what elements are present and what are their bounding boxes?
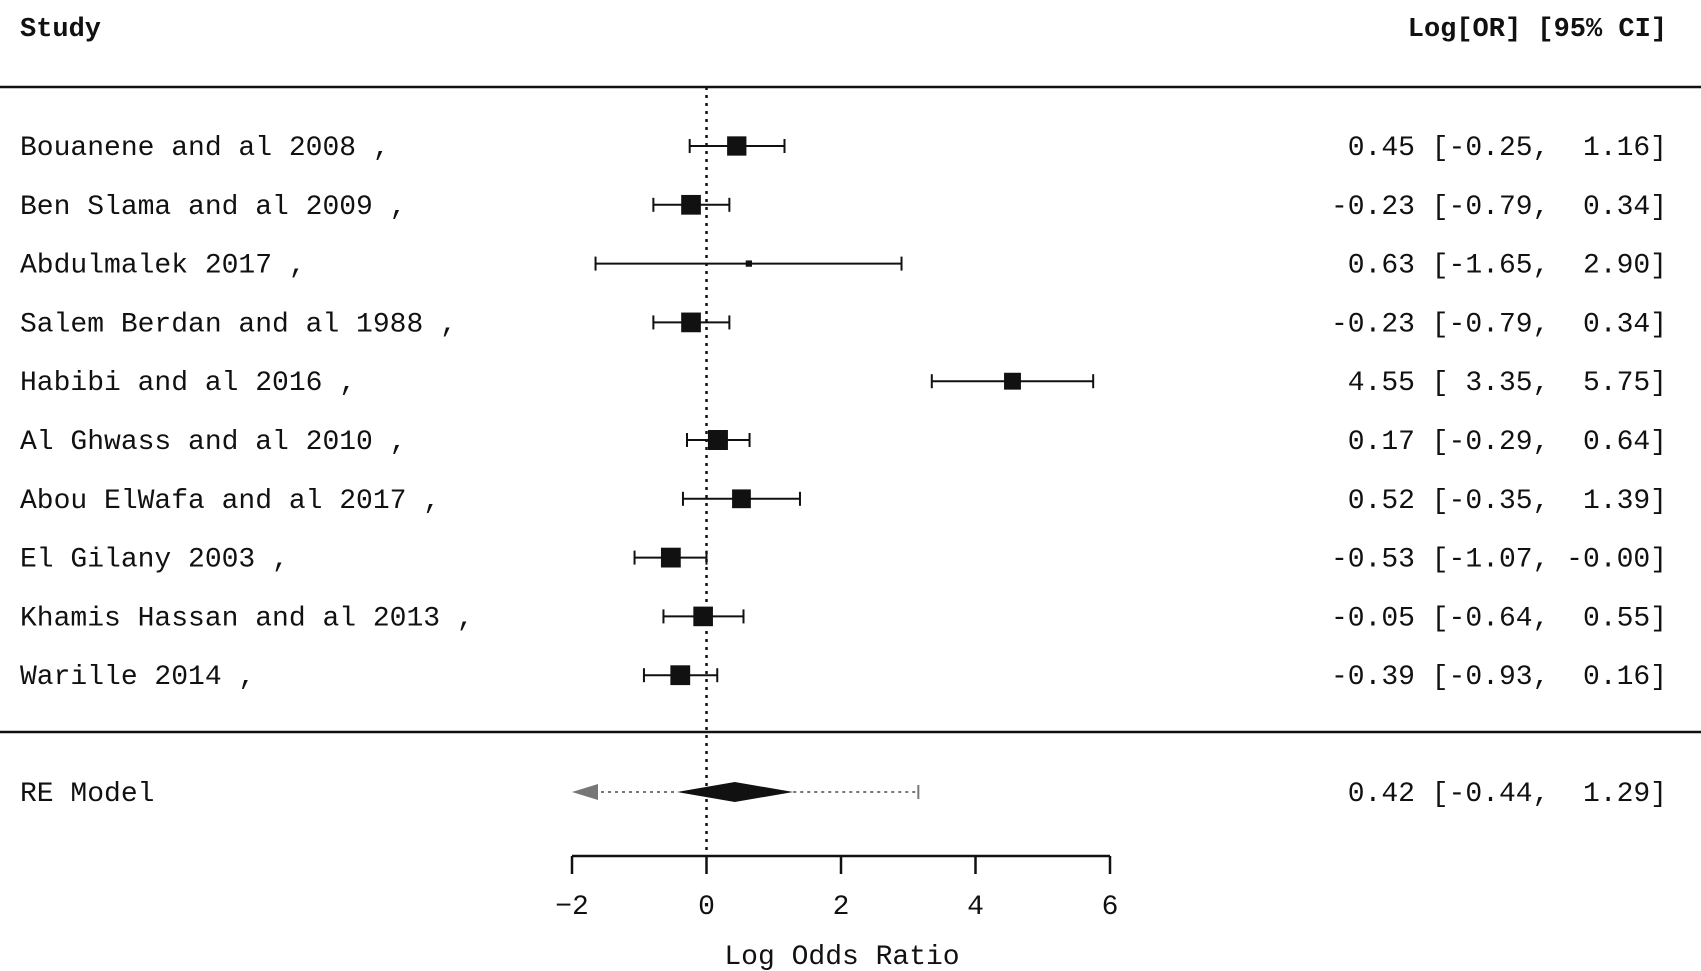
study-estimate-text: -0.39 [-0.93, 0.16] bbox=[1331, 662, 1667, 693]
study-estimate-text: -0.53 [-1.07, -0.00] bbox=[1331, 545, 1667, 576]
estimate-header: Log[OR] [95% CI] bbox=[1408, 15, 1667, 45]
study-header: Study bbox=[20, 15, 101, 45]
study-estimate-text: -0.23 [-0.79, 0.34] bbox=[1331, 192, 1667, 223]
x-tick-label: 2 bbox=[833, 892, 850, 923]
summary-estimate-text: 0.42 [-0.44, 1.29] bbox=[1348, 779, 1667, 810]
x-tick-label: −2 bbox=[555, 892, 589, 923]
study-estimate-text: -0.05 [-0.64, 0.55] bbox=[1331, 603, 1667, 634]
study-estimate-square bbox=[681, 312, 701, 333]
study-label: Ben Slama and al 2009 , bbox=[20, 192, 406, 223]
study-label: Habibi and al 2016 , bbox=[20, 368, 356, 399]
x-tick-label: 6 bbox=[1102, 892, 1119, 923]
summary-diamond bbox=[676, 782, 794, 802]
x-axis-label: Log Odds Ratio bbox=[724, 942, 959, 971]
study-estimate-square bbox=[707, 430, 728, 450]
study-estimate-text: 4.55 [ 3.35, 5.75] bbox=[1348, 368, 1667, 399]
prediction-interval-arrow bbox=[572, 784, 598, 800]
study-label: Abou ElWafa and al 2017 , bbox=[20, 486, 440, 517]
study-label: Al Ghwass and al 2010 , bbox=[20, 427, 406, 458]
study-estimate-square bbox=[693, 606, 713, 627]
plot-area: Bouanene and al 2008 , 0.45 [-0.25, 1.16]… bbox=[20, 87, 1667, 923]
study-estimate-square bbox=[681, 194, 701, 215]
study-label: Salem Berdan and al 1988 , bbox=[20, 309, 457, 340]
study-estimate-square bbox=[670, 665, 691, 686]
summary-label: RE Model bbox=[20, 779, 154, 810]
x-tick-label: 0 bbox=[698, 892, 715, 923]
study-estimate-square bbox=[732, 489, 751, 509]
study-estimate-square bbox=[1004, 372, 1021, 390]
study-label: Khamis Hassan and al 2013 , bbox=[20, 603, 474, 634]
study-label: Abdulmalek 2017 , bbox=[20, 251, 306, 282]
study-estimate-square bbox=[727, 136, 747, 156]
study-estimate-square bbox=[660, 547, 681, 568]
study-estimate-text: 0.45 [-0.25, 1.16] bbox=[1348, 133, 1667, 164]
x-tick-label: 4 bbox=[967, 892, 984, 923]
study-estimate-square bbox=[745, 260, 753, 267]
study-estimate-text: 0.52 [-0.35, 1.39] bbox=[1348, 486, 1667, 517]
study-label: El Gilany 2003 , bbox=[20, 545, 289, 576]
study-estimate-text: -0.23 [-0.79, 0.34] bbox=[1331, 309, 1667, 340]
study-label: Warille 2014 , bbox=[20, 662, 255, 693]
study-estimate-text: 0.17 [-0.29, 0.64] bbox=[1348, 427, 1667, 458]
study-label: Bouanene and al 2008 , bbox=[20, 133, 390, 164]
study-estimate-text: 0.63 [-1.65, 2.90] bbox=[1348, 251, 1667, 282]
